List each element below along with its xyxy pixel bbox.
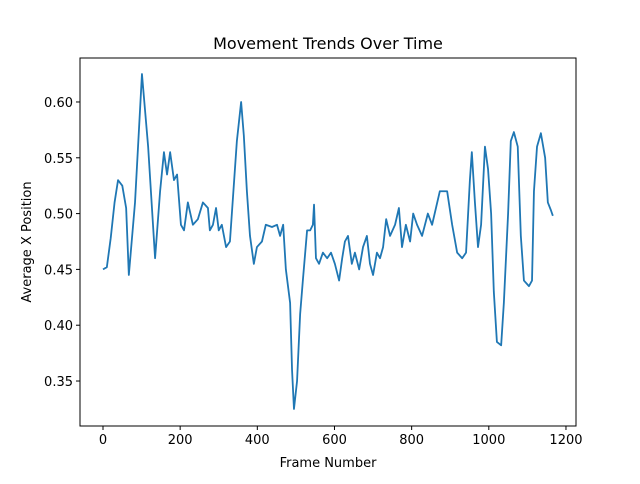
- x-tick-label: 200: [168, 433, 193, 448]
- y-axis-label: Average X Position: [20, 181, 35, 302]
- x-axis-label: Frame Number: [280, 456, 378, 471]
- y-tick-label: 0.50: [44, 208, 73, 223]
- x-tick-label: 800: [399, 433, 424, 448]
- x-tick-label: 400: [245, 433, 270, 448]
- data-line: [102, 73, 554, 410]
- x-tick-label: 1000: [472, 433, 505, 448]
- y-tick-label: 0.40: [44, 319, 73, 334]
- x-tick-label: 0: [99, 433, 107, 448]
- x-tick-label: 1200: [549, 433, 582, 448]
- plot-frame: [79, 57, 577, 427]
- x-tick-label: 600: [322, 433, 347, 448]
- y-tick-label: 0.60: [44, 96, 73, 111]
- chart-title: Movement Trends Over Time: [213, 34, 443, 53]
- y-tick-label: 0.35: [44, 375, 73, 390]
- y-tick-label: 0.45: [44, 263, 73, 278]
- y-tick-label: 0.55: [44, 152, 73, 167]
